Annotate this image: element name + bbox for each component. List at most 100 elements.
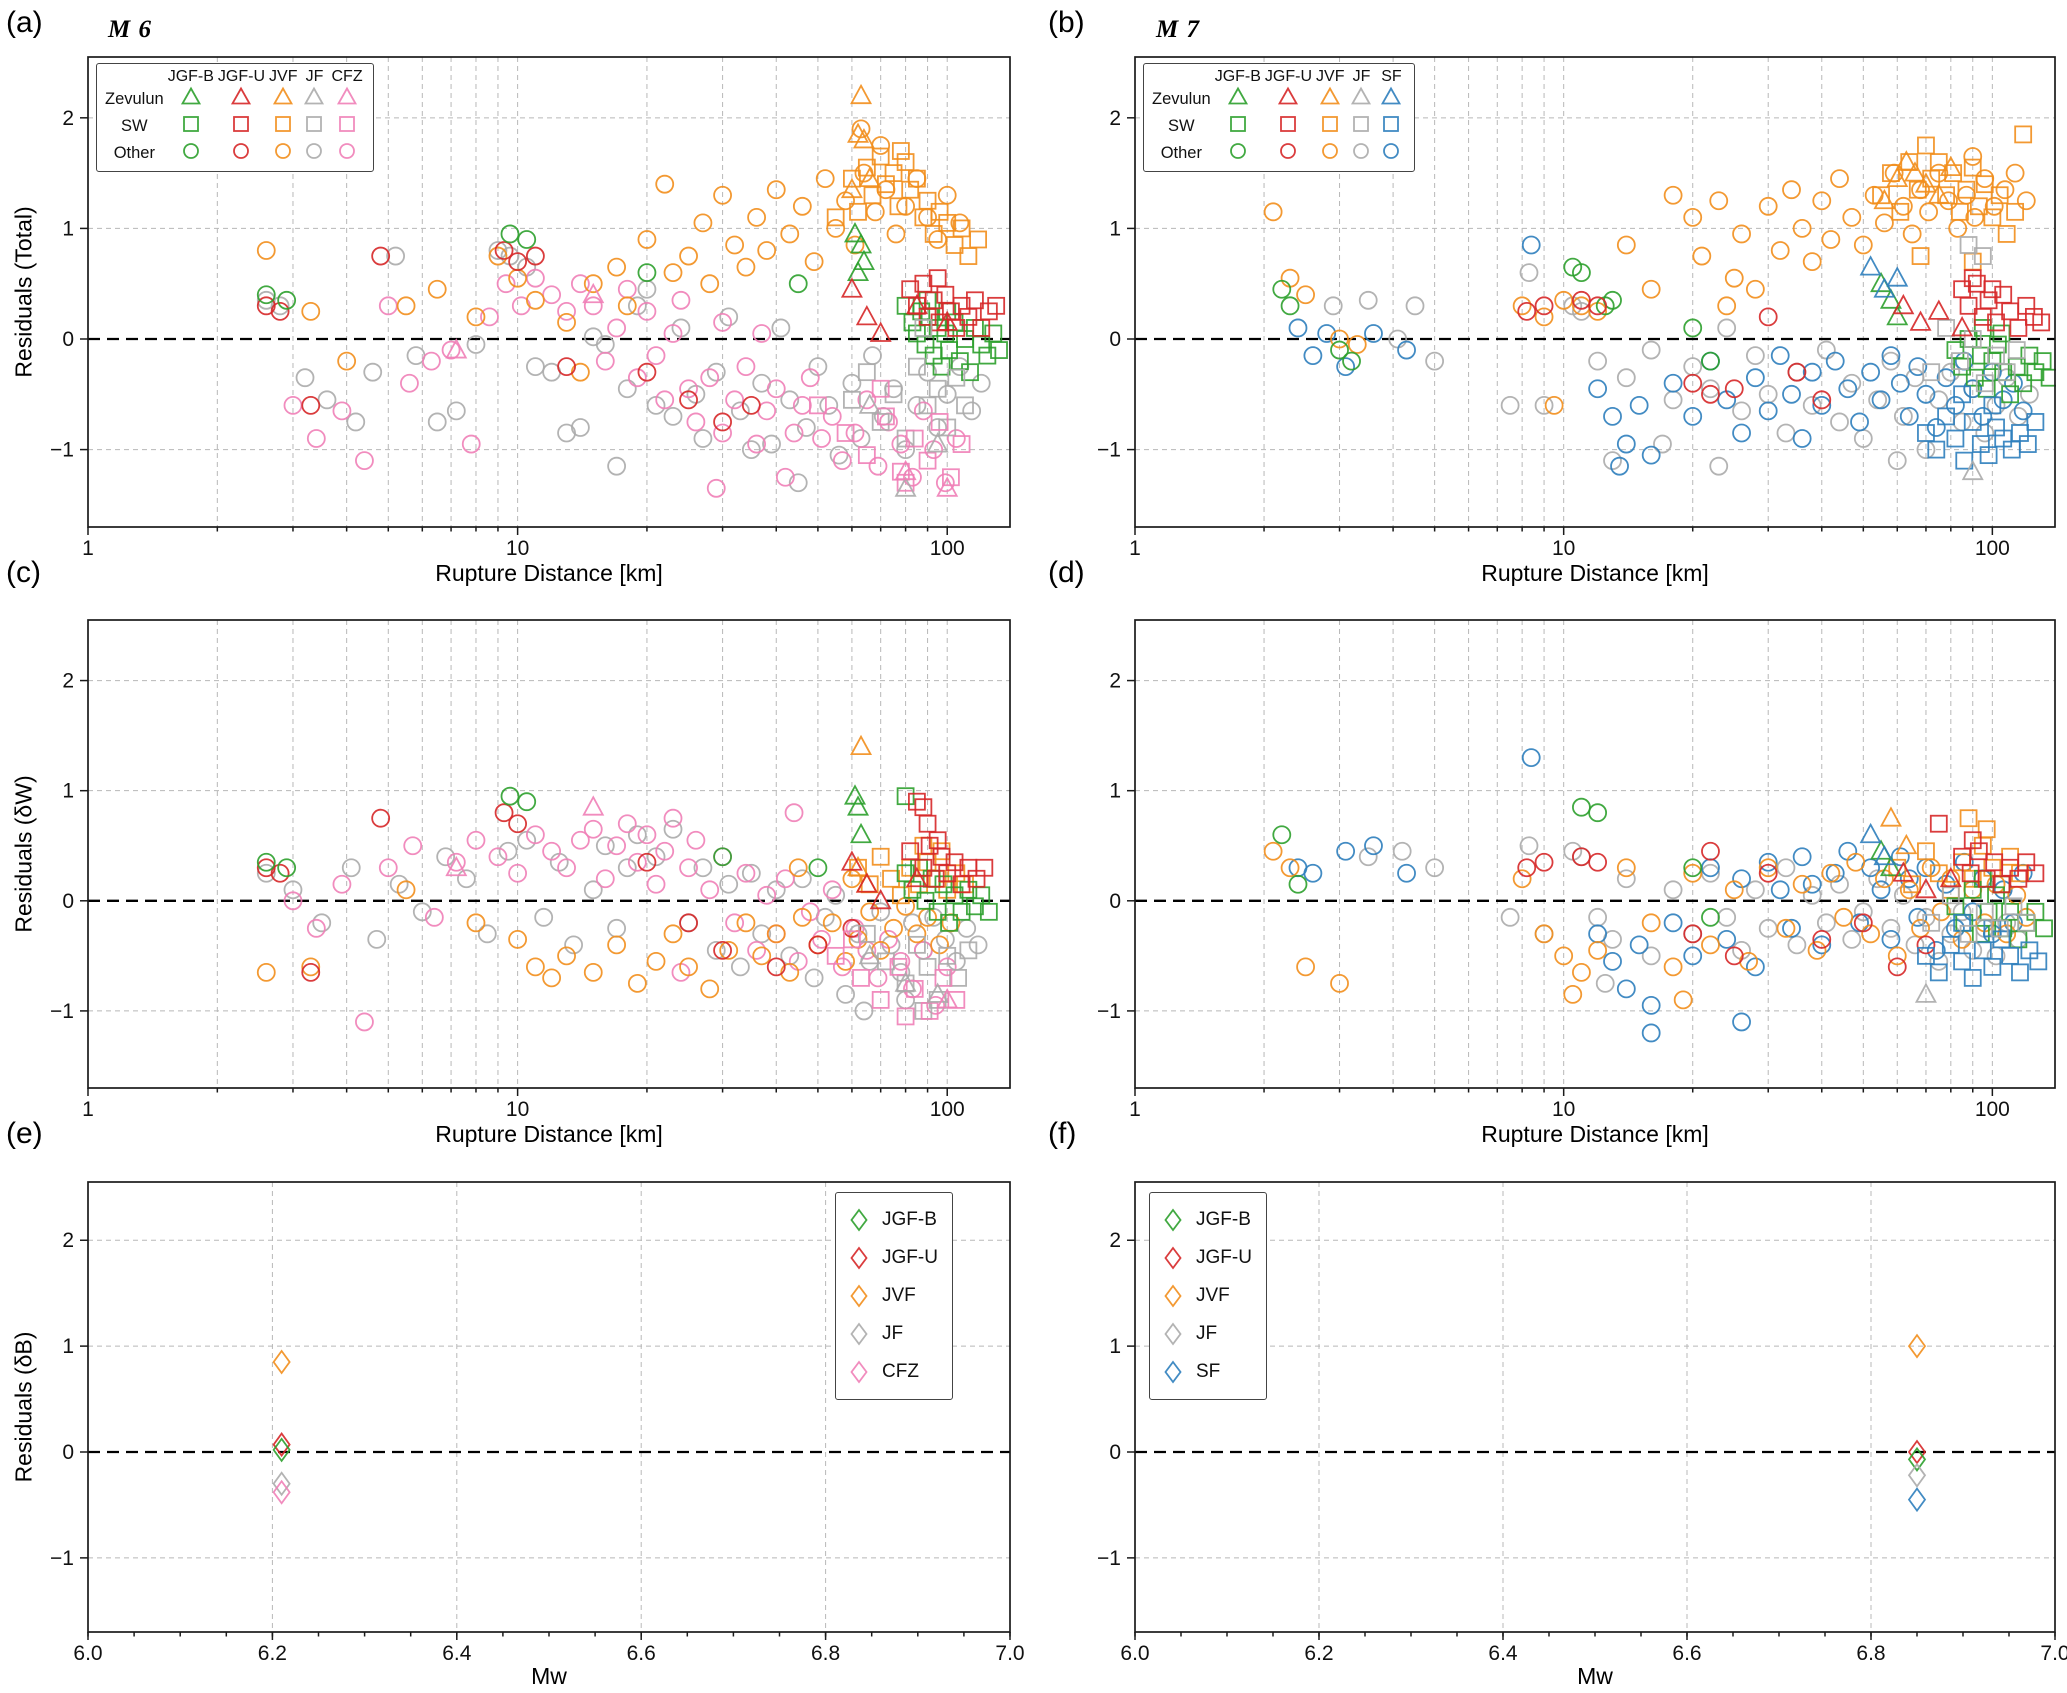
svg-text:2: 2 [62,1229,74,1252]
svg-text:6.6: 6.6 [1672,1642,1701,1665]
svg-text:1: 1 [1109,1335,1121,1358]
series-a-JGF-B-triangle [843,222,875,282]
circle-icon [339,143,355,159]
panel-c-label: (c) [6,556,41,589]
svg-text:1: 1 [82,537,94,560]
square-icon [1229,116,1246,132]
legend-model-JGF-U: JGF-U [217,68,266,85]
legend-model-JGF-B: JGF-B [1214,68,1261,85]
series-e-JGF-U-diamond [272,1432,291,1458]
series-d-SF-triangle [1859,822,1896,866]
svg-text:6.8: 6.8 [1856,1642,1885,1665]
series-d-JGF-B-circle [1272,797,1720,927]
series-d-JF-square [1922,886,2036,943]
series-e-JGF-B-diamond [272,1437,291,1463]
panel-d-xlabel: Rupture Distance [km] [1481,1121,1709,1147]
svg-text:0: 0 [1109,890,1121,913]
series-c-CFZ-circle [283,803,957,1032]
panel-d-label: (d) [1048,556,1085,589]
series-a-JF-circle [256,241,991,493]
panel-c-ticks: 1 10 100 −1 0 1 2 [50,670,965,1121]
series-c-JF-square [857,924,978,1020]
legend-item-SF: SF [1160,1353,1252,1391]
series-b-JGF-B-square [1946,319,2056,404]
circle-icon [1280,143,1297,159]
panel-a-ylabel: Residuals (Total) [10,206,37,378]
panel-f-label: (f) [1048,1117,1077,1150]
series-d-JGF-U-circle [1517,841,1936,977]
panel-a-label: (a) [6,6,43,39]
diamond-icon [1164,1284,1182,1308]
svg-text:10: 10 [506,537,529,560]
svg-text:2: 2 [1109,107,1121,130]
svg-text:2: 2 [1109,670,1121,693]
svg-text:0: 0 [1109,328,1121,351]
series-a-JVF-square [826,142,988,265]
svg-text:1: 1 [1129,537,1141,560]
svg-text:−1: −1 [1097,1547,1121,1570]
triangle-icon [1381,86,1402,105]
series-a-JVF-triangle [840,83,881,199]
svg-text:100: 100 [1975,1098,2010,1121]
circle-icon [275,143,292,159]
panel-a-plot: 1 10 100 −1 0 1 2 [50,56,1011,560]
panel-d-grid [1135,620,2055,1088]
panel-f-plot: 6.0 6.2 6.4 6.6 6.8 7.0 −1 0 1 2 [1097,1181,2067,1665]
legend-model-JF: JF [305,68,324,85]
square-icon [275,116,292,132]
svg-text:6.2: 6.2 [258,1642,287,1665]
panel-f-grid [1135,1182,2055,1632]
diamond-icon [1164,1360,1182,1384]
square-icon [1280,116,1297,132]
panel-c-grid [88,620,1010,1088]
series-d-SF-circle [1288,748,2033,1043]
series-d-JVF-triangle [1879,806,1918,855]
legend-model-JGF-U: JGF-U [1264,68,1313,85]
series-d-JGF-U-square [1929,814,2045,894]
diamond-icon [850,1322,868,1346]
series-a-JGF-U-triangle [840,277,959,342]
svg-text:0: 0 [62,890,74,913]
series-b-JGF-U-square [1953,269,2051,337]
panel-c-xlabel: Rupture Distance [km] [435,1121,663,1147]
triangle-icon [304,86,325,105]
series-b-JVF-triangle [1873,150,1962,210]
panel-c-ylabel: Residuals (δW) [10,775,37,933]
svg-text:100: 100 [930,537,965,560]
series-b-SF-circle [1288,235,2033,476]
svg-text:1: 1 [82,1098,94,1121]
series-c-JGF-B-circle [256,786,828,878]
svg-text:−1: −1 [50,1000,74,1023]
legend-panel-b: JGF-B JGF-U JVF JF SF Zevulun SW Other [1143,63,1416,172]
panel-d-plot: 1 10 100 −1 0 1 2 [1097,619,2056,1121]
triangle-icon [1351,86,1372,105]
circle-icon [233,143,250,159]
svg-text:7.0: 7.0 [995,1642,1024,1665]
series-c-JGF-U-circle [256,803,862,982]
series-b-JVF-square [1872,125,2033,271]
circle-icon [1322,143,1339,159]
svg-text:1: 1 [62,780,74,803]
panel-d-points [1263,748,2053,1043]
panel-e-ticks: 6.0 6.2 6.4 6.6 6.8 7.0 −1 0 1 2 [50,1229,1025,1665]
panel-b-grid [1135,57,2055,527]
series-b-SF-square [1917,385,2045,470]
series-c-JGF-U-triangle [840,850,928,910]
diamond-icon [850,1360,868,1384]
legend-panel-e: JGF-B JGF-U JVF JF CFZ [835,1192,953,1400]
legend-group-Zevulun: Zevulun [1152,90,1211,108]
square-icon [306,116,323,132]
series-b-JGF-U-triangle [1892,293,1974,337]
panel-c-frame [87,619,1011,1089]
series-b-JF-circle [1323,263,2039,476]
triangle-icon [273,86,294,105]
diamond-icon [850,1208,868,1232]
panel-a-title: M 6 [108,16,152,43]
square-icon [1322,116,1339,132]
svg-text:10: 10 [506,1098,529,1121]
series-f-JF-diamond [1907,1462,1927,1488]
panel-e-xlabel: Mw [531,1663,567,1689]
legend-item-JVF: JVF [1160,1277,1252,1315]
